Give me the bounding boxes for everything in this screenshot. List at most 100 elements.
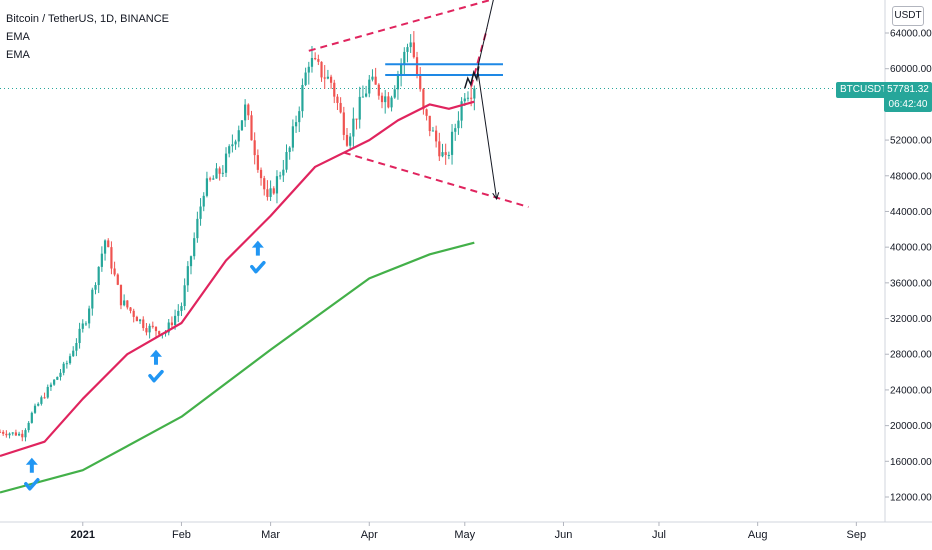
candle-body	[113, 268, 116, 275]
bounce-arrow-icon	[149, 349, 162, 365]
candle-body	[275, 176, 279, 194]
candle-body	[228, 146, 231, 154]
candle-body	[72, 350, 75, 357]
candle-body	[107, 240, 110, 248]
lower-trendline	[343, 151, 529, 208]
y-tick-label: 12000.00	[890, 493, 932, 504]
legend: Bitcoin / TetherUS, 1D, BINANCE EMA EMA	[6, 10, 169, 64]
candle-body	[463, 98, 466, 102]
candle-body	[438, 141, 441, 157]
legend-ema-1[interactable]: EMA	[6, 31, 30, 43]
candle-body	[384, 96, 387, 103]
candle-body	[18, 433, 21, 436]
candle-body	[189, 256, 193, 267]
x-tick-label: Apr	[361, 529, 378, 541]
candle-body	[282, 169, 285, 176]
candle-body	[148, 325, 151, 333]
candle-body	[33, 405, 37, 413]
candles	[0, 31, 476, 442]
candle-body	[460, 101, 463, 121]
y-tick-label: 52000.00	[890, 136, 932, 147]
candle-body	[422, 89, 425, 110]
candle-body	[65, 363, 68, 365]
candle-body	[170, 322, 174, 326]
candle-body	[8, 433, 11, 436]
candle-body	[396, 74, 400, 90]
candle-body	[21, 433, 24, 438]
candle-body	[186, 266, 189, 286]
candle-body	[419, 75, 422, 90]
legend-ema-2[interactable]: EMA	[6, 49, 30, 61]
candle-body	[457, 120, 460, 129]
candle-body	[310, 58, 314, 67]
currency-button[interactable]: USDT	[892, 6, 924, 26]
candle-body	[110, 247, 113, 269]
y-tick-label: 64000.00	[890, 29, 932, 40]
x-tick-label: Mar	[261, 529, 280, 541]
candle-body	[132, 310, 135, 317]
candle-body	[361, 96, 365, 98]
candle-body	[56, 376, 59, 380]
candle-body	[355, 118, 358, 120]
candle-body	[288, 147, 291, 152]
candle-body	[403, 51, 406, 66]
candle-body	[345, 134, 349, 146]
candle-body	[145, 328, 148, 333]
zigzag-path	[464, 66, 480, 89]
candle-body	[177, 310, 180, 316]
candle-body	[193, 238, 196, 257]
candle-body	[285, 151, 288, 170]
candle-body	[209, 178, 212, 180]
candle-body	[259, 169, 263, 179]
bounce-arrow-icon	[251, 240, 264, 256]
candle-body	[53, 379, 56, 385]
candle-body	[358, 96, 361, 120]
candle-body	[183, 285, 186, 307]
candle-body	[333, 82, 336, 97]
candle-body	[81, 323, 84, 329]
candle-body	[364, 93, 368, 97]
candle-body	[450, 131, 454, 155]
candle-body	[2, 431, 5, 434]
candle-body	[68, 356, 72, 364]
candle-body	[447, 154, 450, 156]
projection-down-arrow	[477, 68, 498, 200]
candle-body	[380, 95, 384, 103]
candle-body	[317, 59, 320, 62]
candle-body	[0, 431, 2, 433]
last-price-tag: 57781.32 06:42:40	[884, 82, 932, 112]
candle-body	[123, 300, 126, 306]
candle-body	[329, 76, 333, 83]
x-tick-label: Aug	[748, 529, 768, 541]
candle-body	[294, 122, 298, 127]
candle-body	[205, 178, 209, 196]
candle-body	[412, 42, 415, 58]
candle-body	[314, 58, 317, 60]
candle-body	[199, 206, 202, 219]
x-tick-label: 2021	[71, 529, 95, 541]
candle-body	[196, 218, 199, 239]
candle-body	[151, 325, 154, 327]
candle-body	[466, 97, 470, 99]
projection-down-arrow-head	[492, 192, 500, 201]
candle-body	[135, 316, 138, 322]
bounce-check-icon	[148, 369, 164, 383]
candle-body	[320, 61, 323, 78]
x-tick-label: Feb	[172, 529, 191, 541]
ema-lines	[0, 100, 475, 494]
candle-body	[11, 432, 14, 434]
candle-body	[326, 76, 329, 79]
y-tick-label: 36000.00	[890, 278, 932, 289]
candle-body	[75, 343, 78, 351]
candle-body	[371, 76, 374, 80]
y-tick-label: 16000.00	[890, 457, 932, 468]
candle-body	[202, 195, 205, 207]
candle-body	[30, 412, 33, 423]
candle-body	[253, 140, 256, 156]
candle-body	[173, 315, 177, 326]
candle-body	[444, 152, 447, 155]
candle-body	[37, 403, 40, 406]
candle-body	[473, 88, 476, 99]
candle-body	[342, 112, 345, 135]
